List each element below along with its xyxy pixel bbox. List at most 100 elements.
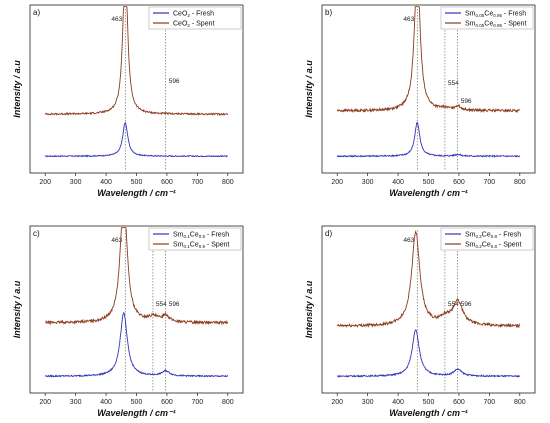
- series-line-spent: [336, 229, 521, 329]
- x-tick-label: 800: [514, 179, 526, 186]
- legend-label: Sm0.2Ce0.8 - Fresh: [465, 232, 521, 240]
- x-tick-label: 200: [39, 399, 51, 406]
- x-tick-label: 600: [161, 399, 173, 406]
- x-axis-label: Wavelength / cm⁻¹: [97, 408, 176, 418]
- legend-sub1: 0.05: [476, 13, 485, 18]
- legend-label: Sm0.1Ce0.9 - Fresh: [173, 232, 229, 240]
- series-line-fresh: [336, 121, 521, 159]
- legend-label: Sm0.1Ce0.9 - Spent: [173, 242, 230, 250]
- plot-frame: [29, 4, 244, 174]
- legend-sub1: 2: [187, 23, 190, 28]
- legend-label: CeO2 - Fresh: [173, 11, 214, 19]
- peak-label: 554: [448, 80, 459, 87]
- x-tick-label: 400: [392, 399, 404, 406]
- peak-label: 596: [169, 78, 180, 85]
- x-tick-label: 600: [453, 399, 465, 406]
- x-tick-label: 800: [514, 399, 526, 406]
- legend-mid: Ce: [484, 21, 493, 28]
- legend-base: Sm: [173, 242, 184, 249]
- x-axis-label: Wavelength / cm⁻¹: [389, 408, 468, 418]
- peak-label: 463: [403, 237, 414, 244]
- peak-label: 554: [448, 301, 459, 308]
- y-axis-label: Intensity / a.u: [304, 280, 314, 338]
- x-tick-label: 300: [362, 399, 374, 406]
- legend-base: CeO: [173, 11, 188, 18]
- legend-label: CeO2 - Spent: [173, 21, 214, 29]
- legend-label: Sm0.05Ce0.95 - Fresh: [465, 11, 526, 19]
- legend-suffix: - Spent: [497, 242, 522, 249]
- legend-base: Sm: [173, 232, 184, 239]
- x-tick-label: 500: [423, 399, 435, 406]
- legend-base: Sm: [465, 21, 476, 28]
- legend-sub1: 0.1: [184, 234, 191, 239]
- x-tick-label: 400: [100, 399, 112, 406]
- legend-label: Sm0.05Ce0.95 - Spent: [465, 21, 527, 29]
- legend-sub2: 0.95: [493, 23, 502, 28]
- peak-label: 596: [461, 301, 472, 308]
- legend-box: [148, 227, 242, 251]
- y-axis-label: Intensity / a.u: [12, 280, 22, 338]
- legend-label: Sm0.2Ce0.8 - Spent: [465, 242, 522, 250]
- legend-mid: Ce: [190, 242, 199, 249]
- chart-panel-b: b)200 300 400 500 600 700 800463554596Sm0.05Ce…: [304, 4, 536, 198]
- legend-mid: Ce: [484, 11, 493, 18]
- x-tick-label: 200: [331, 399, 343, 406]
- legend-sub2: 0.95: [493, 13, 502, 18]
- legend-suffix: - Fresh: [190, 11, 214, 18]
- legend-base: Sm: [465, 232, 476, 239]
- panel-label: c): [33, 229, 40, 238]
- legend-suffix: - Spent: [205, 242, 230, 249]
- x-tick-label: 300: [70, 399, 82, 406]
- plot-frame: [321, 4, 536, 174]
- x-tick-label: 700: [484, 399, 496, 406]
- panel-label: b): [325, 8, 332, 17]
- x-tick-label: 400: [100, 179, 112, 186]
- x-tick-label: 500: [423, 179, 435, 186]
- legend-suffix: - Fresh: [502, 11, 526, 18]
- peak-label: 463: [111, 237, 122, 244]
- legend-base: CeO: [173, 21, 188, 28]
- series-line-spent: [336, 6, 521, 114]
- peak-label: 463: [111, 16, 122, 23]
- series-line-fresh: [44, 312, 228, 378]
- series-line-spent: [45, 227, 229, 326]
- legend-mid: Ce: [482, 232, 491, 239]
- x-tick-label: 200: [39, 179, 51, 186]
- legend-sub2: 0.8: [491, 244, 498, 249]
- legend-box: [440, 227, 534, 251]
- x-tick-label: 700: [192, 399, 204, 406]
- legend-base: Sm: [465, 11, 476, 18]
- x-tick-label: 300: [362, 179, 374, 186]
- legend-suffix: - Fresh: [205, 232, 229, 239]
- legend-suffix: - Fresh: [497, 232, 521, 239]
- legend-box: [440, 6, 534, 30]
- x-tick-label: 800: [222, 399, 234, 406]
- series-line-fresh: [337, 329, 521, 378]
- panel-label: a): [33, 8, 40, 17]
- x-tick-label: 400: [392, 179, 404, 186]
- x-tick-label: 500: [131, 179, 143, 186]
- x-tick-label: 600: [453, 179, 465, 186]
- peak-label: 463: [403, 16, 414, 23]
- legend-sub1: 0.05: [476, 23, 485, 28]
- legend-sub1: 0.2: [476, 244, 483, 249]
- legend-sub1: 0.2: [476, 234, 483, 239]
- legend-sub1: 0.1: [184, 244, 191, 249]
- legend-mid: Ce: [190, 232, 199, 239]
- peak-label: 596: [461, 98, 472, 105]
- x-tick-label: 200: [331, 179, 343, 186]
- series-line-fresh: [45, 122, 228, 158]
- legend: Sm0.1Ce0.9 - Fresh Sm0.1Ce0.9 - Spent: [148, 227, 242, 251]
- plot-frame: [321, 225, 536, 394]
- x-tick-label: 700: [192, 179, 204, 186]
- x-axis-label: Wavelength / cm⁻¹: [97, 188, 176, 198]
- x-tick-label: 600: [161, 179, 173, 186]
- peak-label: 554: [156, 301, 167, 308]
- series-line-spent: [44, 6, 229, 116]
